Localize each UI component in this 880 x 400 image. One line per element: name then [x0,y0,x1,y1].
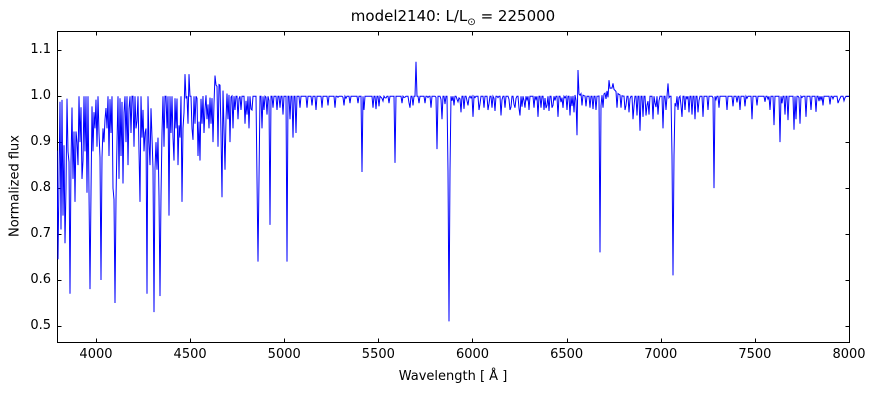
y-tick-label: 0.9 [30,134,51,150]
x-tick-label: 5000 [267,347,301,362]
x-axis-label: Wavelength [ Å ] [398,369,508,384]
x-tick-label: 7000 [644,347,678,362]
title-suffix: = 225000 [475,7,556,25]
x-tick-label: 4000 [79,347,113,362]
y-tick-label: 0.8 [30,180,51,196]
title-prefix: model2140: L/L [350,7,468,25]
x-tick-label: 6500 [550,347,584,362]
x-tick-label: 7500 [738,347,772,362]
x-tick-label: 8000 [832,347,866,362]
axes-ticks [57,31,850,343]
plot-title: model2140: L/L⊙ = 225000 [57,7,849,28]
y-tick-label: 0.6 [30,271,51,287]
y-tick-label: 0.5 [30,317,51,333]
y-tick-label: 0.7 [30,226,51,242]
axes-frame [57,31,850,343]
x-tick-label: 6000 [455,347,490,362]
x-tick-label: 4500 [173,347,207,362]
sun-symbol: ⊙ [467,17,476,28]
y-tick-label: 1.0 [30,88,51,104]
spectrum-line [57,61,849,322]
x-tick-label: 5500 [361,347,395,362]
y-tick-label: 1.1 [30,42,51,58]
